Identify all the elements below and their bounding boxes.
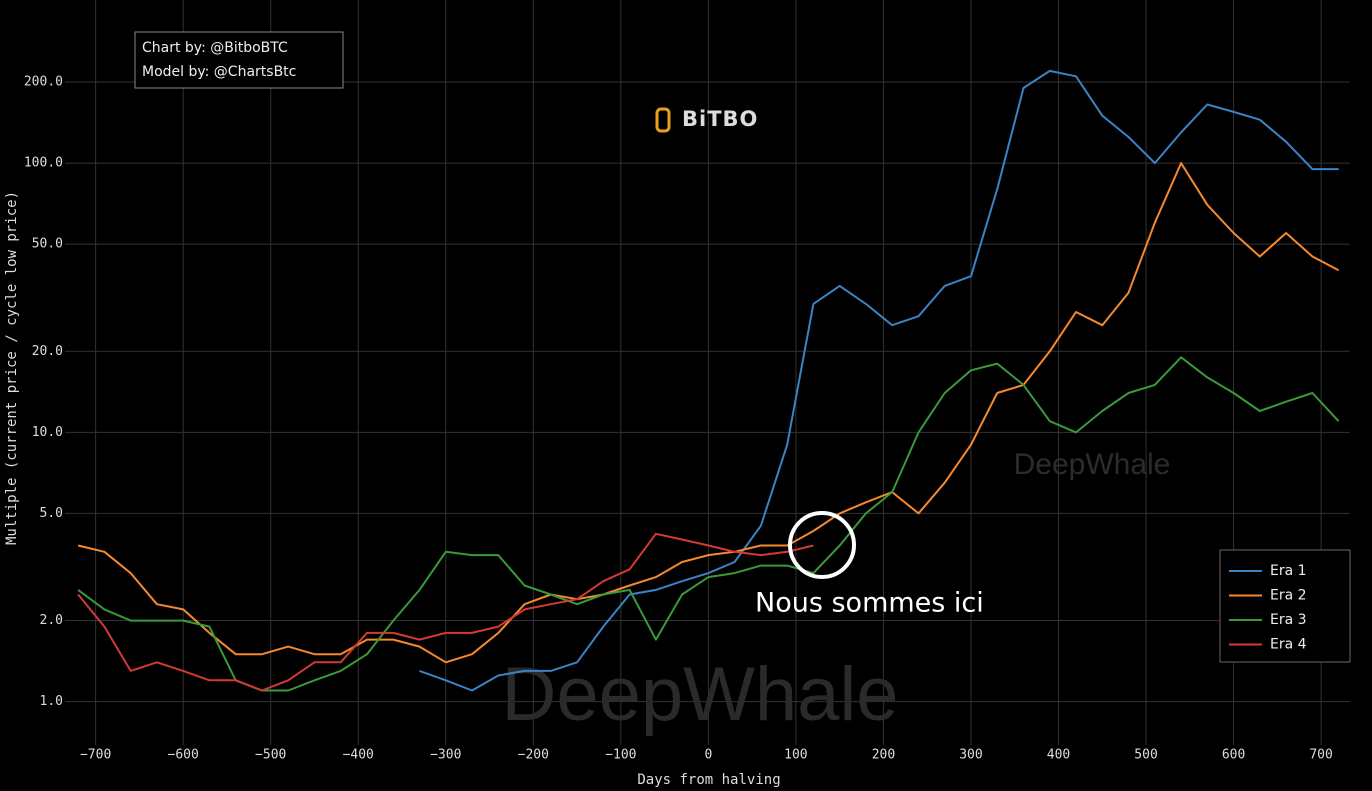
watermark: DeepWhale — [501, 652, 898, 737]
legend-label: Era 4 — [1270, 637, 1307, 653]
credit: Chart by: @BitboBTC — [142, 40, 288, 56]
credit: Model by: @ChartsBtc — [142, 64, 296, 80]
logo: BiTBO — [682, 107, 758, 131]
legend: Era 1 Era 2 Era 3 Era 4 — [1229, 563, 1307, 653]
x-tick-label: 600 — [1222, 748, 1245, 763]
x-tick-label: −300 — [430, 748, 461, 763]
credit-box — [134, 31, 344, 89]
x-tick-label: −100 — [605, 748, 636, 763]
legend-label: Era 3 — [1270, 612, 1307, 628]
x-tick-label: −500 — [255, 748, 286, 763]
y-tick-label: 1.0 — [40, 694, 63, 709]
series-line — [77, 162, 1340, 664]
x-tick-label: 300 — [959, 748, 982, 763]
y-tick-label: 50.0 — [32, 237, 63, 252]
series-line — [77, 356, 1340, 692]
x-tick-label: 100 — [784, 748, 807, 763]
x-tick-label: 200 — [872, 748, 895, 763]
y-tick-label: 100.0 — [24, 156, 63, 171]
y-tick-label: 10.0 — [32, 425, 63, 440]
legend-box — [1219, 549, 1351, 663]
x-tick-label: 700 — [1309, 748, 1332, 763]
y-tick-label: 200.0 — [24, 75, 63, 90]
x-tick-label: −700 — [80, 748, 111, 763]
x-axis-label: Days from halving — [637, 772, 780, 788]
x-tick-label: −600 — [168, 748, 199, 763]
legend-label: Era 1 — [1270, 563, 1307, 579]
y-tick-label: 20.0 — [32, 344, 63, 359]
legend-label: Era 2 — [1270, 588, 1307, 604]
x-tick-label: −400 — [343, 748, 374, 763]
series-line — [419, 69, 1339, 692]
watermark: DeepWhale — [1014, 448, 1171, 481]
y-tick-label: 2.0 — [40, 613, 63, 628]
series-line — [77, 532, 814, 692]
x-tick-label: 400 — [1047, 748, 1070, 763]
x-tick-label: 0 — [704, 748, 712, 763]
y-tick-label: 5.0 — [40, 506, 63, 521]
lines — [77, 69, 1340, 692]
callout: Nous sommes ici — [755, 588, 984, 619]
logo-icon — [655, 107, 671, 133]
x-tick-label: 500 — [1134, 748, 1157, 763]
x-tick-label: −200 — [518, 748, 549, 763]
y-axis-label: Multiple (current price / cycle low pric… — [4, 191, 20, 545]
callout-circle — [788, 511, 856, 579]
